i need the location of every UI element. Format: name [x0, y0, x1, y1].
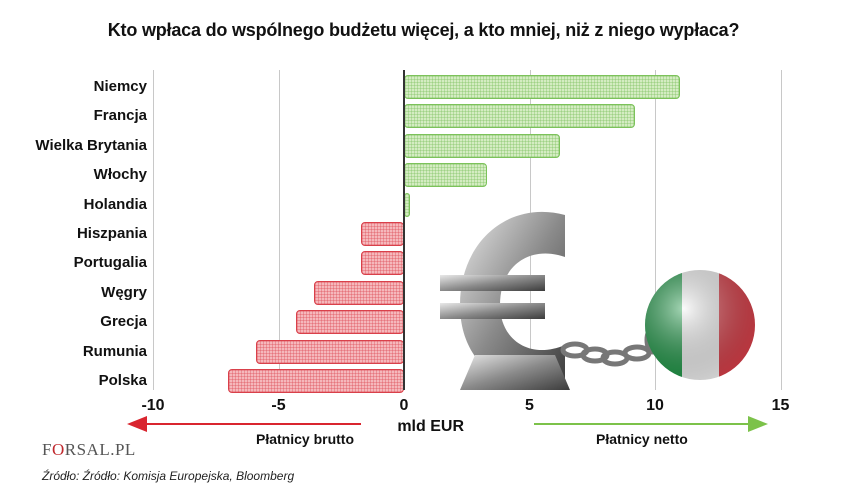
forsal-logo: FORSAL.PL	[42, 440, 136, 459]
category-label: Rumunia	[82, 342, 147, 360]
bar-włochy	[404, 163, 487, 188]
x-axis-unit-label: mld EUR	[397, 418, 465, 435]
category-label: Węgry	[101, 283, 147, 301]
gridline	[780, 70, 782, 390]
bar-portugalia	[361, 251, 404, 276]
bar-holandia	[404, 192, 410, 217]
x-tick-label: -10	[141, 397, 165, 414]
net-payers-label: Płatnicy netto	[596, 431, 688, 447]
category-label: Polska	[98, 372, 147, 389]
category-label: Portugalia	[73, 254, 147, 272]
bar-niemcy	[404, 75, 681, 99]
bar-polska	[228, 369, 404, 393]
chart-title: Kto wpłaca do wspólnego budżetu więcej, …	[107, 20, 740, 40]
x-tick-label: 5	[525, 397, 534, 414]
category-label: Hiszpania	[76, 225, 147, 242]
x-tick-label: 0	[399, 397, 409, 414]
x-tick-label: -5	[271, 397, 286, 414]
left-arrow-icon	[127, 416, 361, 432]
category-label: Francja	[93, 107, 147, 125]
euro-ball-and-chain-illustration	[440, 211, 755, 390]
gridline	[278, 70, 280, 390]
category-label: Holandia	[83, 195, 147, 213]
gross-payers-label: Płatnicy brutto	[256, 431, 355, 447]
right-arrow-icon	[534, 416, 768, 432]
category-label: Niemcy	[93, 78, 147, 95]
category-label: Włochy	[93, 166, 147, 184]
category-label: Wielka Brytania	[35, 136, 147, 154]
x-tick-label: 10	[646, 397, 664, 414]
gridline	[655, 70, 656, 390]
gridline	[153, 70, 154, 390]
zero-axis-line	[403, 70, 405, 390]
bar-węgry	[313, 280, 404, 305]
x-tick-label: 15	[771, 397, 790, 414]
bar-wielka-brytania	[404, 133, 560, 158]
category-label: Grecja	[100, 313, 147, 331]
bar-hiszpania	[361, 222, 404, 246]
bar-rumunia	[255, 339, 404, 364]
bar-francja	[404, 104, 635, 129]
bar-grecja	[296, 310, 404, 335]
source-note: Źródło: Źródło: Komisja Europejska, Bloo…	[42, 469, 295, 483]
